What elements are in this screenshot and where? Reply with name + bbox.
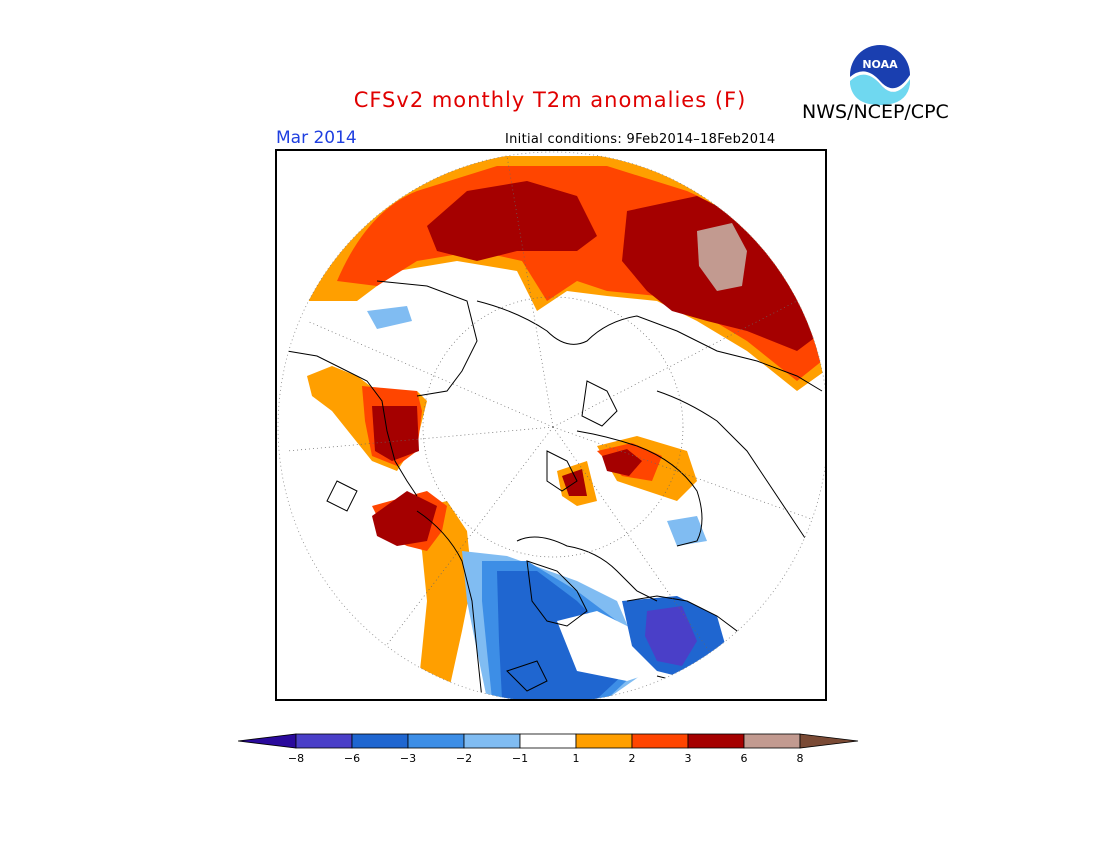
colorbar-tick-label: 6: [740, 752, 748, 765]
colorbar-bin: [407, 733, 465, 749]
colorbar-bin: [519, 733, 577, 749]
colorbar-high-extend: [799, 733, 859, 749]
colorbar-tick-label: −6: [343, 752, 361, 765]
anomaly-region-europe-dark: [602, 449, 642, 476]
graticule: [286, 155, 818, 692]
map-panel: [275, 149, 827, 701]
initial-conditions: Initial conditions: 9Feb2014–18Feb2014: [505, 132, 776, 147]
colorbar-tick-label: 2: [628, 752, 636, 765]
forecast-month: Mar 2014: [276, 128, 357, 148]
colorbar-tick-label: −3: [399, 752, 417, 765]
colorbar-tick-label: 8: [796, 752, 804, 765]
anomaly-region-cold-small-1: [367, 306, 412, 329]
polar-map: [277, 151, 825, 699]
colorbar: [238, 733, 859, 749]
anomaly-region-canada-west-dark: [372, 491, 437, 546]
colorbar-tick-label: 3: [684, 752, 692, 765]
anomaly-region-cold-small-2: [667, 516, 707, 546]
colorbar-bin: [463, 733, 521, 749]
anomaly-region-greenland-core: [645, 606, 697, 666]
colorbar-bin: [295, 733, 353, 749]
coastlines: [286, 280, 823, 699]
noaa-logo: NOAA: [850, 45, 910, 105]
colorbar-tick-label: −2: [455, 752, 473, 765]
colorbar-bin: [351, 733, 409, 749]
map-title: CFSv2 monthly T2m anomalies (F): [353, 88, 747, 112]
colorbar-tick-label: −8: [287, 752, 305, 765]
colorbar-bin: [631, 733, 689, 749]
colorbar-low-extend: [238, 733, 297, 749]
colorbar-bin: [687, 733, 745, 749]
agency-label: NWS/NCEP/CPC: [802, 101, 949, 123]
colorbar-bin: [743, 733, 801, 749]
anomaly-region-eurasia-dark: [427, 181, 597, 261]
colorbar-tick-label: 1: [572, 752, 580, 765]
colorbar-bin: [575, 733, 633, 749]
noaa-logo-text: NOAA: [862, 58, 898, 71]
colorbar-tick-label: −1: [511, 752, 529, 765]
anomaly-region-alaska-core: [372, 406, 419, 461]
anomaly-region-siberia-extreme: [697, 223, 747, 291]
